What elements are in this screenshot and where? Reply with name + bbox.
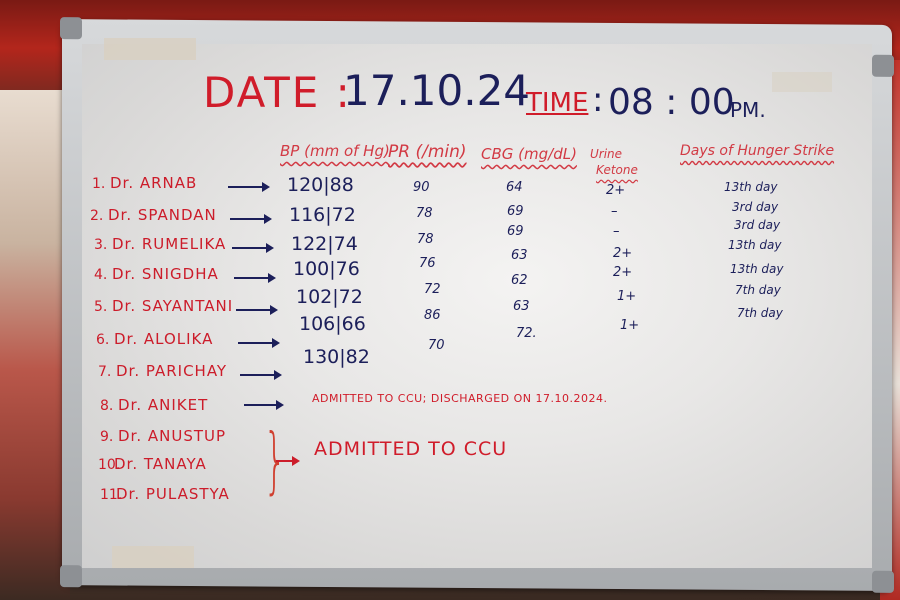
frame-corner bbox=[872, 570, 894, 593]
patient-name: Dr. ANUSTUP bbox=[118, 427, 227, 445]
arrow-icon bbox=[232, 243, 274, 253]
patient-name: Dr. SNIGDHA bbox=[112, 265, 219, 283]
frame-corner bbox=[60, 565, 82, 588]
time-value: 08 : 00 bbox=[608, 82, 735, 123]
arrow-icon bbox=[236, 305, 278, 315]
cbg-value: 62 bbox=[511, 273, 528, 288]
arrow-icon bbox=[276, 456, 300, 466]
column-header-ketone: Ketone bbox=[596, 163, 638, 177]
row-number: 1. bbox=[92, 176, 106, 192]
cbg-value: 69 bbox=[507, 204, 524, 219]
bp-value: 100|76 bbox=[293, 258, 360, 280]
patient-name: Dr. TANAYA bbox=[114, 455, 207, 473]
pr-value: 72 bbox=[424, 282, 441, 297]
row-number: 3. bbox=[94, 237, 108, 253]
urine-ketone-value: – bbox=[613, 224, 620, 239]
patient-name: Dr. ANIKET bbox=[118, 396, 209, 414]
urine-ketone-value: 2+ bbox=[606, 183, 626, 198]
column-header-days: Days of Hunger Strike bbox=[680, 143, 835, 159]
urine-ketone-value: 1+ bbox=[620, 318, 640, 333]
row-number: 11. bbox=[100, 487, 123, 503]
arrow-icon bbox=[230, 214, 272, 224]
background-people bbox=[0, 90, 70, 600]
bp-value: 130|82 bbox=[303, 346, 370, 368]
cbg-value: 72. bbox=[516, 326, 537, 341]
arrow-icon bbox=[238, 338, 280, 348]
pr-value: 86 bbox=[424, 308, 441, 323]
bp-value: 106|66 bbox=[299, 313, 366, 335]
tape bbox=[112, 546, 194, 568]
time-suffix: PM. bbox=[730, 98, 766, 122]
urine-ketone-value: 2+ bbox=[613, 265, 633, 280]
pr-value: 76 bbox=[419, 256, 436, 271]
row-number: 6. bbox=[96, 332, 110, 348]
cbg-value: 64 bbox=[506, 180, 523, 195]
pr-value: 78 bbox=[416, 206, 433, 221]
column-header-pr: PR (/min) bbox=[388, 142, 467, 162]
patient-name: Dr. SAYANTANI bbox=[112, 297, 234, 315]
cbg-value: 69 bbox=[507, 224, 524, 239]
column-header-cbg: CBG (mg/dL) bbox=[481, 145, 577, 163]
bp-value: 120|88 bbox=[287, 174, 354, 196]
date-label: DATE : bbox=[203, 68, 352, 117]
patient-name: Dr. ALOLIKA bbox=[114, 330, 214, 348]
aniket-note: ADMITTED TO CCU; DISCHARGED ON 17.10.202… bbox=[312, 392, 608, 405]
hunger-strike-days: 13th day bbox=[730, 262, 784, 276]
time-colon: : bbox=[592, 80, 604, 120]
patient-name: Dr. PARICHAY bbox=[116, 362, 228, 380]
row-number: 7. bbox=[98, 364, 112, 380]
bp-value: 102|72 bbox=[296, 286, 363, 308]
row-number: 2. bbox=[90, 208, 104, 224]
urine-ketone-value: 1+ bbox=[617, 289, 637, 304]
arrow-icon bbox=[234, 273, 276, 283]
row-number: 10. bbox=[98, 457, 121, 473]
pr-value: 90 bbox=[413, 180, 430, 195]
bp-value: 122|74 bbox=[291, 233, 358, 255]
hunger-strike-days: 13th day bbox=[728, 238, 782, 252]
patient-name: Dr. RUMELIKA bbox=[112, 235, 227, 253]
tape bbox=[772, 72, 832, 92]
brace-icon: } bbox=[263, 418, 287, 502]
patient-name: Dr. PULASTYA bbox=[116, 485, 230, 503]
time-label: TIME bbox=[526, 88, 589, 118]
patient-name: Dr. SPANDAN bbox=[108, 206, 217, 224]
frame-corner bbox=[60, 17, 82, 40]
cbg-value: 63 bbox=[513, 299, 530, 314]
date-value: 17.10.24 bbox=[343, 66, 531, 115]
arrow-icon bbox=[228, 182, 270, 192]
column-header-bp: BP (mm of Hg) bbox=[280, 142, 390, 160]
hunger-strike-days: 13th day bbox=[724, 180, 778, 194]
whiteboard bbox=[82, 38, 872, 568]
row-number: 5. bbox=[94, 299, 108, 315]
urine-ketone-value: – bbox=[611, 204, 618, 219]
row-number: 4. bbox=[94, 267, 108, 283]
frame-corner bbox=[872, 54, 894, 77]
row-number: 9. bbox=[100, 429, 114, 445]
ccu-note: ADMITTED TO CCU bbox=[314, 438, 508, 460]
pr-value: 78 bbox=[417, 232, 434, 247]
hunger-strike-days: 7th day bbox=[737, 306, 783, 320]
column-header-urine: Urine bbox=[590, 147, 623, 161]
pr-value: 70 bbox=[428, 338, 445, 353]
bp-value: 116|72 bbox=[289, 204, 356, 226]
hunger-strike-days: 3rd day bbox=[734, 218, 781, 232]
hunger-strike-days: 7th day bbox=[735, 283, 781, 297]
urine-ketone-value: 2+ bbox=[613, 246, 633, 261]
arrow-icon bbox=[240, 370, 282, 380]
arrow-icon bbox=[244, 400, 284, 410]
hunger-strike-days: 3rd day bbox=[732, 200, 779, 214]
row-number: 8. bbox=[100, 398, 114, 414]
tape bbox=[104, 38, 196, 60]
cbg-value: 63 bbox=[511, 248, 528, 263]
patient-name: Dr. ARNAB bbox=[110, 174, 198, 192]
